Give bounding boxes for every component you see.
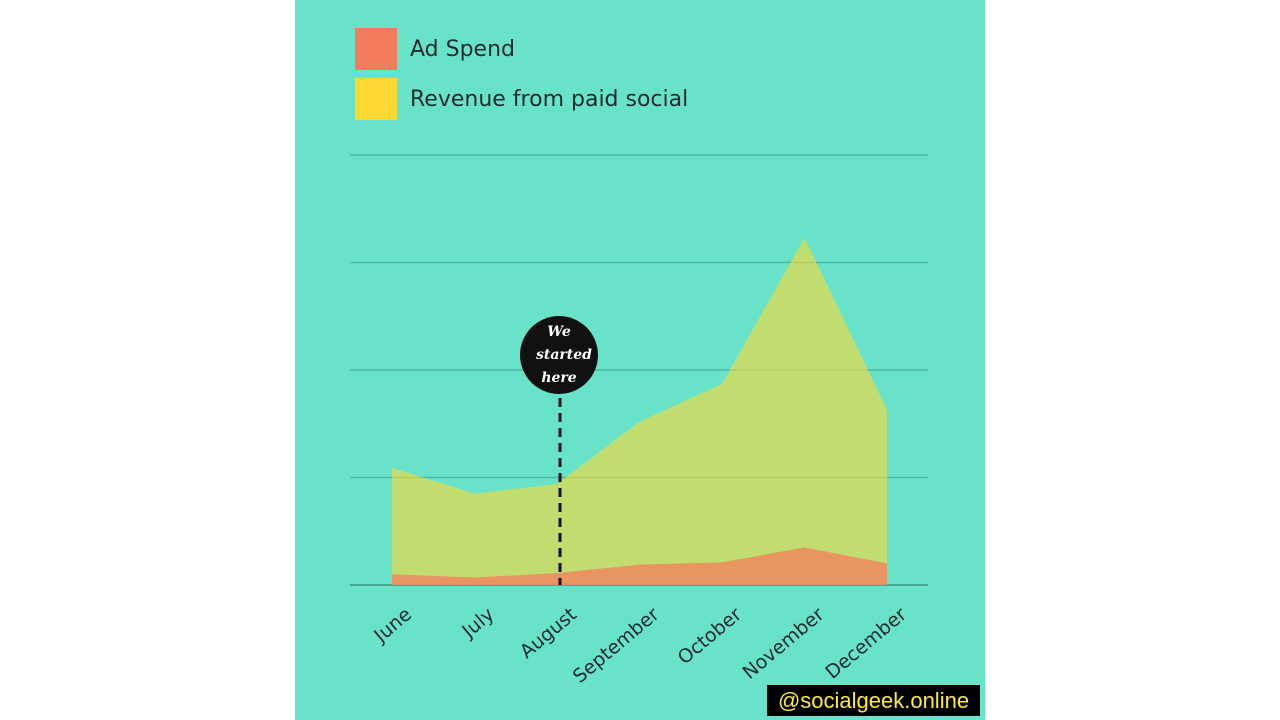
x-tick-label: November [739, 603, 829, 684]
watermark: @socialgeek.online [767, 685, 980, 716]
area [392, 547, 887, 585]
x-tick-label: December [821, 603, 911, 683]
annotation-text: We started here [536, 323, 592, 386]
chart-background [295, 0, 985, 720]
legend-label: Ad Spend [410, 37, 515, 62]
x-tick-label: July [457, 603, 498, 642]
x-tick-label: June [369, 603, 416, 647]
x-tick-label: August [516, 603, 581, 663]
legend-swatch [355, 78, 397, 120]
area [392, 237, 887, 585]
legend-label: Revenue from paid social [410, 87, 688, 112]
x-tick-label: September [569, 603, 664, 687]
x-tick-label: October [674, 603, 747, 669]
legend-swatch [355, 28, 397, 70]
annotation-badge: We started here [520, 316, 598, 394]
